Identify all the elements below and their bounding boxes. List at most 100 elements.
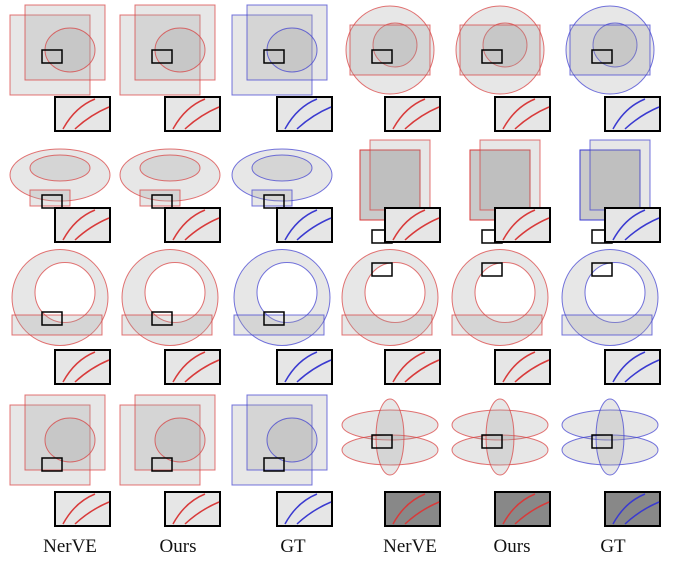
- inset-frame: [385, 97, 440, 131]
- zoom-inset: [385, 350, 440, 384]
- part: [252, 190, 292, 206]
- zoom-inset: [277, 97, 332, 131]
- render-cell: [232, 5, 332, 131]
- part: [257, 263, 317, 323]
- part: [252, 155, 312, 181]
- part: [596, 399, 624, 475]
- zoom-inset: [495, 492, 550, 526]
- inset-frame: [277, 208, 332, 242]
- part: [35, 263, 95, 323]
- zoom-inset: [495, 97, 550, 131]
- part: [155, 418, 205, 462]
- render-cell: [12, 250, 110, 385]
- column-label: GT: [600, 536, 626, 557]
- zoom-inset: [277, 492, 332, 526]
- inset-frame: [165, 350, 220, 384]
- render-cell: [562, 250, 660, 385]
- inset-frame: [495, 208, 550, 242]
- part: [365, 263, 425, 323]
- render-cell: [470, 140, 550, 243]
- column-label: NerVE: [383, 536, 437, 557]
- inset-frame: [165, 97, 220, 131]
- part: [145, 263, 205, 323]
- inset-frame: [165, 208, 220, 242]
- inset-frame: [55, 492, 110, 526]
- render-cell: [120, 149, 220, 242]
- column-label: NerVE: [43, 536, 97, 557]
- part: [30, 190, 70, 206]
- part: [140, 155, 200, 181]
- inset-frame: [605, 208, 660, 242]
- render-cell: [232, 149, 332, 242]
- inset-frame: [605, 97, 660, 131]
- zoom-inset: [55, 97, 110, 131]
- part: [585, 263, 645, 323]
- render-cell: [10, 149, 110, 242]
- zoom-inset: [55, 492, 110, 526]
- inset-frame: [55, 208, 110, 242]
- render-cell: [580, 140, 660, 243]
- zoom-inset: [165, 208, 220, 242]
- part: [267, 418, 317, 462]
- render-cell: [10, 5, 110, 131]
- part: [590, 140, 650, 210]
- render-cell: [562, 399, 660, 526]
- part: [475, 263, 535, 323]
- render-cell: [342, 399, 440, 526]
- comparison-figure: NerVE Ours GT NerVE Ours GT: [0, 0, 675, 561]
- zoom-inset: [605, 97, 660, 131]
- part: [140, 190, 180, 206]
- zoom-inset: [495, 208, 550, 242]
- render-cell: [342, 250, 440, 385]
- zoom-inset: [385, 97, 440, 131]
- render-cell: [120, 395, 220, 526]
- part: [480, 140, 540, 210]
- part: [452, 315, 542, 335]
- inset-frame: [385, 208, 440, 242]
- zoom-inset: [385, 492, 440, 526]
- render-cell: [566, 6, 660, 131]
- zoom-inset: [605, 492, 660, 526]
- zoom-inset: [277, 208, 332, 242]
- render-cell: [346, 6, 440, 131]
- zoom-inset: [55, 350, 110, 384]
- render-cell: [232, 395, 332, 526]
- part: [562, 315, 652, 335]
- inset-frame: [55, 97, 110, 131]
- inset-frame: [277, 97, 332, 131]
- render-cell: [452, 250, 550, 385]
- zoom-inset: [385, 208, 440, 242]
- inset-frame: [277, 350, 332, 384]
- inset-frame: [605, 350, 660, 384]
- column-label: GT: [280, 536, 306, 557]
- inset-frame: [495, 492, 550, 526]
- render-cell: [10, 395, 110, 526]
- column-label: Ours: [494, 536, 531, 557]
- part: [30, 155, 90, 181]
- render-cell: [360, 140, 440, 243]
- inset-frame: [495, 97, 550, 131]
- zoom-inset: [165, 97, 220, 131]
- inset-frame: [385, 492, 440, 526]
- part: [342, 315, 432, 335]
- render-cell: [122, 250, 220, 385]
- render-cell: [452, 399, 550, 526]
- part: [45, 418, 95, 462]
- part: [370, 140, 430, 210]
- inset-frame: [55, 350, 110, 384]
- zoom-inset: [55, 208, 110, 242]
- column-label: Ours: [160, 536, 197, 557]
- zoom-inset: [495, 350, 550, 384]
- inset-frame: [277, 492, 332, 526]
- inset-frame: [495, 350, 550, 384]
- render-grid: [10, 5, 660, 526]
- render-cell: [234, 250, 332, 385]
- part: [486, 399, 514, 475]
- part: [376, 399, 404, 475]
- inset-frame: [165, 492, 220, 526]
- inset-frame: [605, 492, 660, 526]
- zoom-inset: [165, 492, 220, 526]
- render-cell: [120, 5, 220, 131]
- render-cell: [456, 6, 550, 131]
- zoom-inset: [165, 350, 220, 384]
